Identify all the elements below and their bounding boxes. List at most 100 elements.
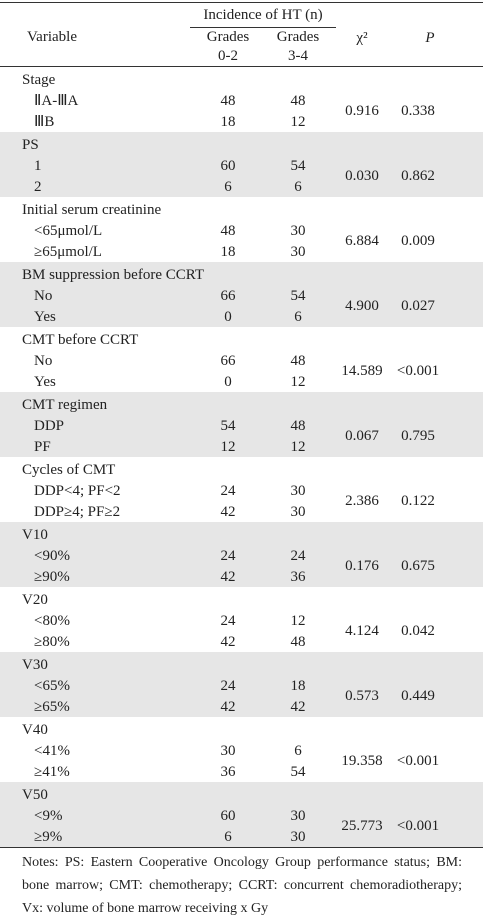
row-label: <80% [34,613,70,629]
row-label: DDP≥4; PF≥2 [34,504,121,520]
cell-grades-0-2: 48 [220,93,236,109]
header-chi2: χ² [356,30,368,46]
row-band [0,782,483,847]
cell-grades-3-4: 30 [290,244,306,260]
row-label: DDP<4; PF<2 [34,483,121,499]
cell-grades-0-2: 66 [220,353,236,369]
group-label: Stage [22,72,56,88]
cell-chi2: 25.773 [341,818,383,834]
group-label: CMT regimen [22,397,108,413]
row-band [0,132,483,197]
row-band [0,392,483,457]
cell-grades-3-4: 54 [290,288,306,304]
header-grades: 3-4 [288,48,308,64]
cell-chi2: 2.386 [345,493,379,509]
row-label: <65% [34,678,70,694]
cell-grades-3-4: 54 [290,158,306,174]
cell-grades-3-4: 30 [290,504,306,520]
cell-grades-3-4: 6 [294,309,302,325]
row-label: <9% [34,808,63,824]
row-label: Yes [34,309,56,325]
cell-grades-3-4: 6 [294,743,302,759]
group-label: V50 [22,787,48,803]
cell-grades-0-2: 66 [220,288,236,304]
cell-grades-0-2: 0 [224,374,232,390]
cell-chi2: 0.067 [345,428,379,444]
bottom-rule [0,847,483,848]
cell-grades-3-4: 12 [290,439,306,455]
cell-grades-0-2: 24 [220,613,236,629]
cell-chi2: 4.124 [345,623,379,639]
cell-grades-0-2: 42 [220,504,236,520]
group-label: V40 [22,722,48,738]
group-label: Initial serum creatinine [22,202,162,218]
row-band [0,262,483,327]
cell-grades-3-4: 30 [290,808,306,824]
group-label: V20 [22,592,48,608]
row-band [0,522,483,587]
cell-chi2: 0.030 [345,168,379,184]
cell-grades-0-2: 42 [220,699,236,715]
row-label: ≥41% [34,764,70,780]
cell-p: 0.338 [401,103,435,119]
cell-grades-0-2: 6 [224,179,232,195]
group-label: Cycles of CMT [22,462,116,478]
header-grades: Grades [206,29,250,45]
cell-grades-0-2: 60 [220,808,236,824]
cell-grades-3-4: 24 [290,548,306,564]
cell-grades-3-4: 54 [290,764,306,780]
top-rule [0,2,483,3]
row-label: 1 [34,158,42,174]
cell-grades-0-2: 24 [220,548,236,564]
group-label: V10 [22,527,48,543]
cell-grades-0-2: 6 [224,829,232,845]
cell-grades-0-2: 18 [220,114,236,130]
header-incidence: Incidence of HT (n) [203,7,323,23]
cell-grades-3-4: 48 [290,93,306,109]
header-rule [0,66,483,67]
group-label: CMT before CCRT [22,332,139,348]
cell-grades-0-2: 36 [220,764,236,780]
cell-grades-3-4: 48 [290,634,306,650]
cell-grades-0-2: 12 [220,439,236,455]
cell-grades-3-4: 12 [290,374,306,390]
cell-grades-0-2: 0 [224,309,232,325]
cell-p: 0.122 [401,493,435,509]
cell-p: 0.675 [401,558,435,574]
cell-grades-3-4: 18 [290,678,306,694]
cell-p: 0.042 [401,623,435,639]
cell-chi2: 0.916 [345,103,379,119]
cell-grades-3-4: 36 [290,569,306,585]
group-label: V30 [22,657,48,673]
cell-grades-0-2: 24 [220,678,236,694]
row-label: ≥9% [34,829,63,845]
cell-grades-3-4: 42 [290,699,306,715]
row-label: No [34,353,53,369]
cell-p: 0.027 [401,298,435,314]
cell-p: 0.795 [401,428,435,444]
cell-grades-3-4: 30 [290,223,306,239]
cell-chi2: 14.589 [341,363,383,379]
cell-p: <0.001 [396,753,440,769]
row-label: ≥80% [34,634,70,650]
cell-chi2: 6.884 [345,233,379,249]
header-grades: 0-2 [218,48,238,64]
group-label: BM suppression before CCRT [22,267,205,283]
cell-grades-3-4: 30 [290,829,306,845]
header-p: P [425,30,435,46]
row-label: <90% [34,548,70,564]
cell-p: <0.001 [396,363,440,379]
row-label: ≥65μmol/L [34,244,102,260]
row-label: DDP [34,418,65,434]
cell-grades-0-2: 42 [220,634,236,650]
row-label: <41% [34,743,70,759]
header-grades: Grades [276,29,320,45]
cell-grades-3-4: 12 [290,114,306,130]
cell-chi2: 0.573 [345,688,379,704]
cell-grades-0-2: 30 [220,743,236,759]
cell-grades-0-2: 24 [220,483,236,499]
cell-grades-0-2: 42 [220,569,236,585]
row-label: No [34,288,53,304]
cell-chi2: 19.358 [341,753,383,769]
